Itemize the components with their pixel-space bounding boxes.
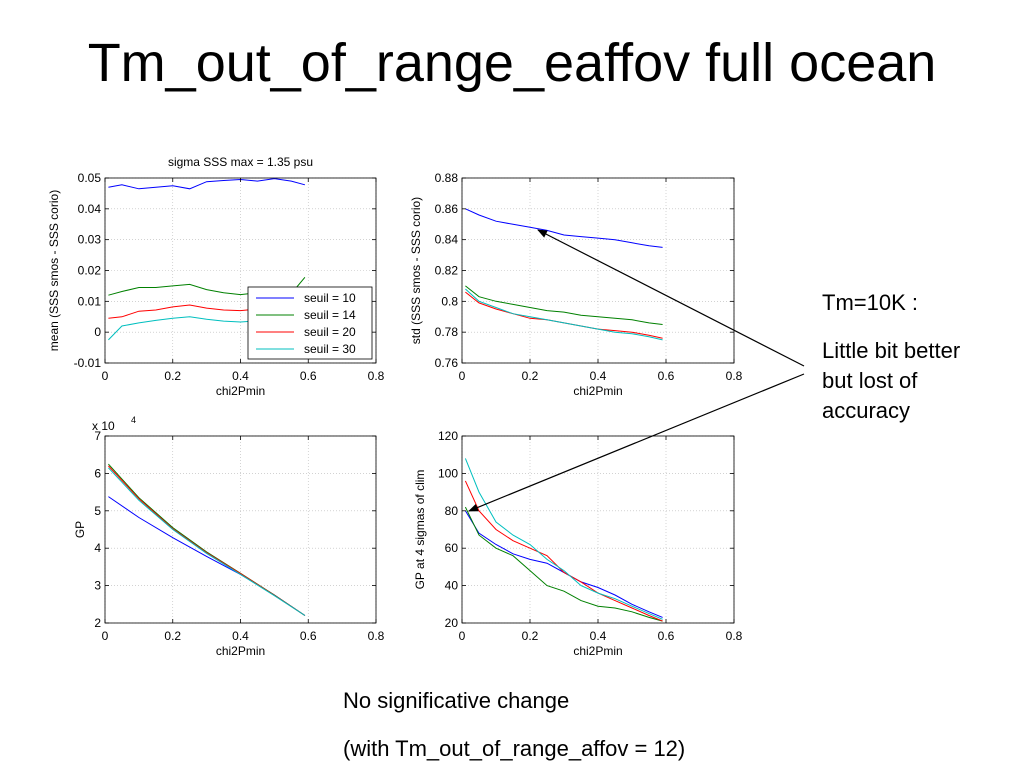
x-tick-label: 0.6 bbox=[658, 369, 675, 383]
y-tick-label: 0.05 bbox=[78, 171, 102, 185]
y-tick-label: 0.86 bbox=[435, 202, 459, 216]
series-line-seuil-14 bbox=[465, 285, 663, 325]
x-axis-label: chi2Pmin bbox=[573, 644, 622, 658]
annotation-line: but lost of bbox=[822, 368, 918, 393]
x-tick-label: 0 bbox=[459, 369, 466, 383]
y-tick-label: 0 bbox=[94, 325, 101, 339]
x-tick-label: 0.4 bbox=[232, 369, 249, 383]
x-tick-label: 0.2 bbox=[522, 369, 539, 383]
x-tick-label: 0.6 bbox=[300, 369, 317, 383]
arrow-to-std-seuil-10 bbox=[537, 229, 805, 367]
y-tick-label: 5 bbox=[94, 504, 101, 518]
plot-2: 0 0.2 0.4 0.6 0.8 0.76 0.78 0.8 0.82 0.84 0.86 0.88… bbox=[409, 171, 743, 398]
x-tick-label: 0.6 bbox=[300, 629, 317, 643]
y-tick-label: 0.01 bbox=[78, 294, 102, 308]
plot-4: 0 0.2 0.4 0.6 0.8 20 40 60 80 100 120 chi2Pmin GP at… bbox=[413, 429, 743, 658]
y-tick-label: 40 bbox=[445, 579, 459, 593]
y-axis-label: mean (SSS smos - SSS corio) bbox=[47, 190, 61, 351]
y-tick-label: 0.04 bbox=[78, 202, 102, 216]
x-axis-label: chi2Pmin bbox=[216, 644, 265, 658]
y-axis-label: GP at 4 sigmas of clim bbox=[413, 470, 427, 590]
y-tick-label: 0.76 bbox=[435, 356, 459, 370]
footer-line-1: No significative change bbox=[343, 688, 570, 713]
x-tick-label: 0 bbox=[102, 369, 109, 383]
y-tick-label: 4 bbox=[94, 541, 101, 555]
legend-label: seuil = 20 bbox=[304, 325, 356, 339]
legend-box bbox=[247, 286, 373, 360]
y-tick-label: 0.78 bbox=[435, 325, 459, 339]
y-tick-label: -0.01 bbox=[74, 356, 102, 370]
x-tick-label: 0 bbox=[102, 629, 109, 643]
y-tick-label: 120 bbox=[438, 429, 458, 443]
exponent-power: 4 bbox=[131, 415, 136, 425]
legend-label: seuil = 30 bbox=[304, 342, 356, 356]
x-tick-label: 0 bbox=[459, 629, 466, 643]
y-tick-label: 0.84 bbox=[435, 233, 459, 247]
y-tick-label: 60 bbox=[445, 541, 459, 555]
arrow-to-gp4sigma-seuil-10 bbox=[468, 373, 805, 512]
series-line-seuil-30 bbox=[464, 458, 663, 620]
exponent-label: x 10 bbox=[92, 419, 115, 433]
x-tick-label: 0.4 bbox=[590, 369, 607, 383]
y-tick-label: 3 bbox=[94, 579, 101, 593]
y-tick-label: 0.88 bbox=[435, 171, 459, 185]
x-tick-label: 0.8 bbox=[726, 369, 743, 383]
y-tick-label: 7 bbox=[94, 429, 101, 443]
x-tick-label: 0.8 bbox=[368, 369, 385, 383]
chart-title: sigma SSS max = 1.35 psu bbox=[168, 155, 313, 169]
legend-label: seuil = 14 bbox=[304, 308, 356, 322]
x-tick-label: 0.2 bbox=[164, 369, 181, 383]
series-line-seuil-10 bbox=[108, 178, 306, 190]
x-tick-label: 0.8 bbox=[726, 629, 743, 643]
y-tick-label: 80 bbox=[445, 504, 459, 518]
y-tick-label: 6 bbox=[94, 466, 101, 480]
x-tick-label: 0.8 bbox=[368, 629, 385, 643]
legend-label: seuil = 10 bbox=[304, 291, 356, 305]
y-tick-label: 0.82 bbox=[435, 264, 459, 278]
legend: seuil = 10 seuil = 14 seuil = 20 seuil = 30 bbox=[247, 286, 373, 360]
x-axis-label: chi2Pmin bbox=[216, 384, 265, 398]
y-axis-label: GP bbox=[73, 521, 87, 538]
series-line-seuil-10 bbox=[465, 208, 663, 248]
x-tick-label: 0.4 bbox=[590, 629, 607, 643]
y-tick-label: 2 bbox=[94, 616, 101, 630]
plot-1: 0 0.2 0.4 0.6 0.8-0.0100.010.020.030.040.05c… bbox=[47, 155, 385, 398]
y-tick-label: 20 bbox=[445, 616, 459, 630]
x-tick-label: 0.2 bbox=[522, 629, 539, 643]
x-tick-label: 0.2 bbox=[164, 629, 181, 643]
y-tick-label: 0.03 bbox=[78, 233, 102, 247]
series-line-seuil-30 bbox=[108, 467, 306, 616]
x-tick-label: 0.6 bbox=[658, 629, 675, 643]
series-line-seuil-14 bbox=[464, 506, 663, 622]
annotation-arrows bbox=[468, 229, 805, 512]
series-line-seuil-20 bbox=[464, 480, 663, 622]
x-axis-label: chi2Pmin bbox=[573, 384, 622, 398]
footer-line-2: (with Tm_out_of_range_affov = 12) bbox=[343, 736, 686, 761]
annotation-detail: Little bit better but lost of accuracy bbox=[822, 336, 960, 426]
annotation-line: Little bit better bbox=[822, 338, 961, 363]
plot-3: 0 0.2 0.4 0.6 0.8 2 3 4 5 6 7 chi2Pmin GP x 10 4 bbox=[73, 415, 385, 658]
y-tick-label: 100 bbox=[438, 466, 458, 480]
y-tick-label: 0.02 bbox=[78, 264, 102, 278]
slide-title: Tm_out_of_range_eaffov full ocean bbox=[87, 33, 937, 93]
annotation-line: accuracy bbox=[822, 398, 911, 423]
annotation-heading: Tm=10K : bbox=[822, 290, 918, 315]
y-tick-label: 0.8 bbox=[441, 294, 458, 308]
series-line-seuil-30 bbox=[465, 288, 663, 341]
x-tick-label: 0.4 bbox=[232, 629, 249, 643]
y-axis-label: std (SSS smos - SSS corio) bbox=[409, 197, 423, 344]
